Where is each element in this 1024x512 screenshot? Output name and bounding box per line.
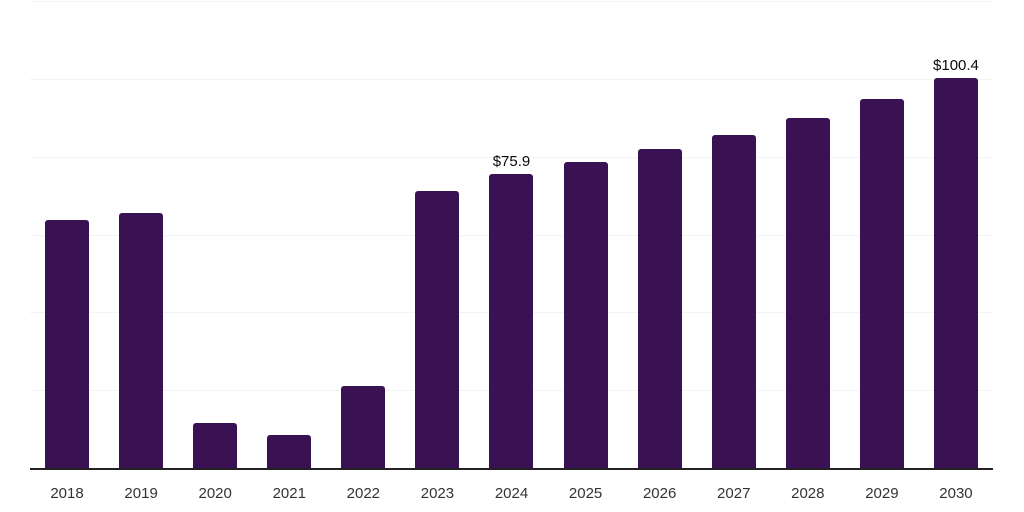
x-tick-2026: 2026 (642, 485, 677, 502)
x-tick-2022: 2022 (346, 485, 381, 502)
bar-2020 (193, 422, 238, 469)
x-tick-2030: 2030 (939, 485, 973, 502)
bar-slot-2027 (697, 2, 771, 469)
bar-slot-2028 (771, 2, 845, 469)
bar-slot-2029 (845, 2, 919, 469)
bar-slot-2020 (178, 2, 252, 469)
bar-2023 (415, 191, 460, 469)
gridline-y-80 (30, 156, 993, 158)
bar-2026 (637, 149, 682, 469)
gridline-y-100 (30, 78, 993, 80)
bar-slot-2025 (549, 2, 623, 469)
bar-2028 (785, 117, 830, 469)
bar-slot-2022 (326, 2, 400, 469)
plot-area: $75.9 $100.4 (30, 1, 993, 469)
x-axis-line (30, 468, 993, 470)
bar-slot-2023 (400, 2, 474, 469)
bar-slot-2018 (30, 2, 104, 469)
x-axis-tick-labels: 2018 2019 2020 2021 2022 2023 2024 2025 2026 2027… (30, 485, 993, 502)
bar-2022 (341, 386, 386, 469)
bar-2018 (45, 220, 90, 469)
bar-2019 (119, 212, 164, 469)
x-tick-2025: 2025 (568, 485, 603, 502)
bar-2025 (563, 161, 608, 469)
gridline-y-120 (30, 1, 993, 2)
bar-2029 (859, 98, 904, 469)
x-tick-2019: 2019 (124, 485, 158, 502)
x-tick-2023: 2023 (420, 485, 455, 502)
x-tick-2024: 2024 (494, 485, 529, 502)
x-tick-2020: 2020 (198, 485, 232, 502)
bar-slot-2026 (623, 2, 697, 469)
bar-2027 (711, 134, 756, 469)
x-tick-2021: 2021 (272, 485, 306, 502)
x-tick-2029: 2029 (865, 485, 899, 502)
bar-slot-2021 (252, 2, 326, 469)
bar-2030 (933, 78, 978, 469)
value-label-2024: $75.9 (492, 152, 531, 170)
x-tick-2027: 2027 (717, 485, 751, 502)
bar-2024 (489, 173, 534, 469)
x-tick-2018: 2018 (50, 485, 84, 502)
bar-2021 (267, 435, 312, 469)
x-tick-2028: 2028 (791, 485, 825, 502)
bar-slot-2024: $75.9 (474, 2, 548, 469)
value-label-2030: $100.4 (933, 57, 979, 75)
bar-slot-2030: $100.4 (919, 2, 993, 469)
bar-slot-2019 (104, 2, 178, 469)
